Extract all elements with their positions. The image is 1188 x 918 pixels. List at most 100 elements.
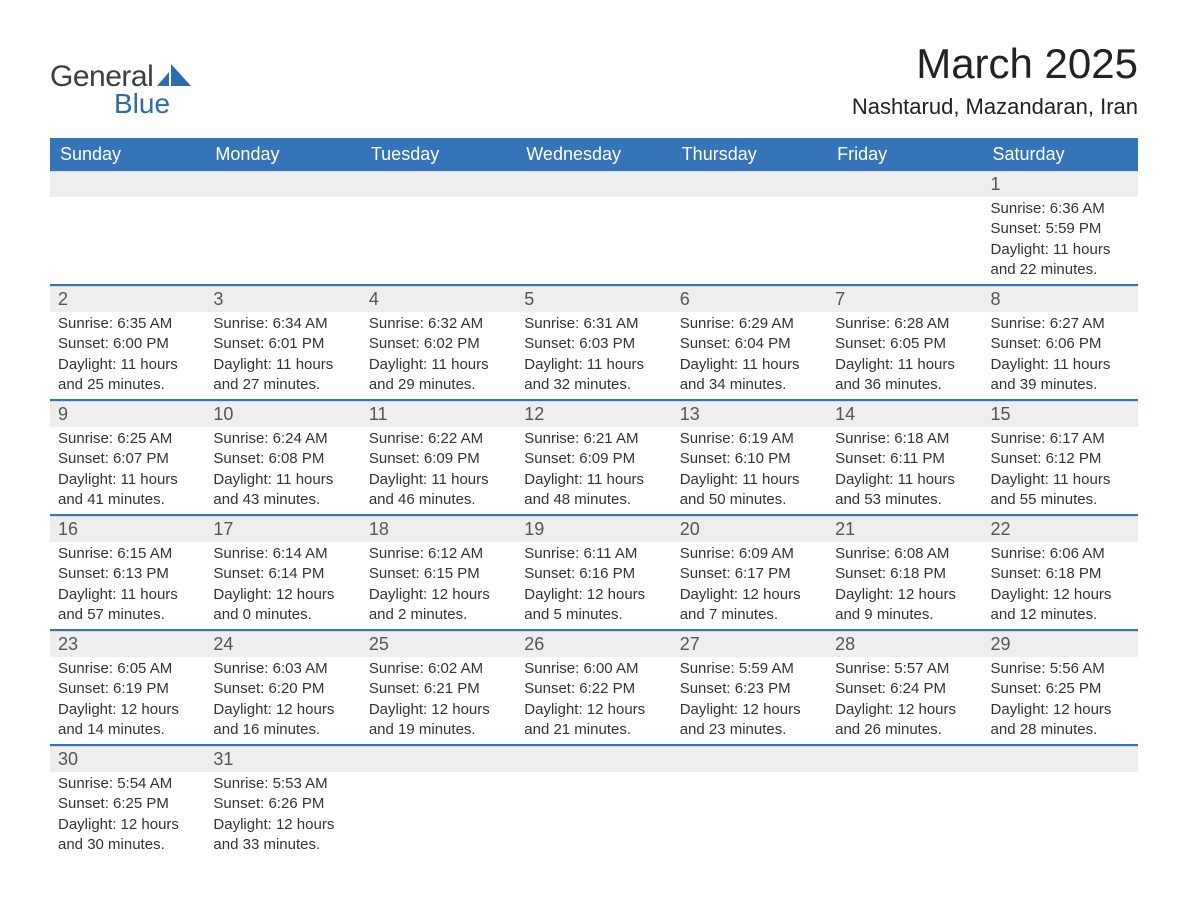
day-body bbox=[827, 197, 982, 269]
day-number: 1 bbox=[983, 171, 1138, 197]
sunrise-line: Sunrise: 6:12 AM bbox=[369, 544, 508, 564]
sail-icon bbox=[157, 64, 191, 91]
day-header: Sunday bbox=[50, 138, 205, 171]
page-subtitle: Nashtarud, Mazandaran, Iran bbox=[852, 94, 1138, 120]
daylight-line-2: and 25 minutes. bbox=[58, 375, 197, 395]
day-header: Wednesday bbox=[516, 138, 671, 171]
day-body: Sunrise: 6:35 AMSunset: 6:00 PMDaylight:… bbox=[50, 312, 205, 399]
daylight-line-2: and 7 minutes. bbox=[680, 605, 819, 625]
calendar-cell: 26Sunrise: 6:00 AMSunset: 6:22 PMDayligh… bbox=[516, 630, 671, 745]
daylight-line-1: Daylight: 12 hours bbox=[680, 700, 819, 720]
calendar-cell: 30Sunrise: 5:54 AMSunset: 6:25 PMDayligh… bbox=[50, 745, 205, 859]
sunset-line: Sunset: 6:15 PM bbox=[369, 564, 508, 584]
calendar-table: SundayMondayTuesdayWednesdayThursdayFrid… bbox=[50, 138, 1138, 859]
daylight-line-1: Daylight: 11 hours bbox=[369, 355, 508, 375]
sunset-line: Sunset: 6:24 PM bbox=[835, 679, 974, 699]
sunrise-line: Sunrise: 6:17 AM bbox=[991, 429, 1130, 449]
sunset-line: Sunset: 6:12 PM bbox=[991, 449, 1130, 469]
daylight-line-2: and 34 minutes. bbox=[680, 375, 819, 395]
sunset-line: Sunset: 5:59 PM bbox=[991, 219, 1130, 239]
day-body bbox=[50, 197, 205, 269]
calendar-cell: 27Sunrise: 5:59 AMSunset: 6:23 PMDayligh… bbox=[672, 630, 827, 745]
calendar-cell bbox=[516, 745, 671, 859]
day-body: Sunrise: 6:08 AMSunset: 6:18 PMDaylight:… bbox=[827, 542, 982, 629]
daylight-line-2: and 22 minutes. bbox=[991, 260, 1130, 280]
calendar-cell bbox=[361, 745, 516, 859]
calendar-cell: 11Sunrise: 6:22 AMSunset: 6:09 PMDayligh… bbox=[361, 400, 516, 515]
day-body: Sunrise: 5:53 AMSunset: 6:26 PMDaylight:… bbox=[205, 772, 360, 859]
daylight-line-1: Daylight: 11 hours bbox=[991, 470, 1130, 490]
daylight-line-2: and 30 minutes. bbox=[58, 835, 197, 855]
day-header-row: SundayMondayTuesdayWednesdayThursdayFrid… bbox=[50, 138, 1138, 171]
day-number: 4 bbox=[361, 286, 516, 312]
day-number bbox=[672, 746, 827, 772]
sunrise-line: Sunrise: 6:06 AM bbox=[991, 544, 1130, 564]
sunset-line: Sunset: 6:07 PM bbox=[58, 449, 197, 469]
sunset-line: Sunset: 6:14 PM bbox=[213, 564, 352, 584]
calendar-cell bbox=[827, 745, 982, 859]
sunset-line: Sunset: 6:25 PM bbox=[991, 679, 1130, 699]
sunrise-line: Sunrise: 6:00 AM bbox=[524, 659, 663, 679]
calendar-week: 30Sunrise: 5:54 AMSunset: 6:25 PMDayligh… bbox=[50, 745, 1138, 859]
sunset-line: Sunset: 6:20 PM bbox=[213, 679, 352, 699]
day-body bbox=[672, 772, 827, 844]
calendar-cell bbox=[50, 171, 205, 285]
sunset-line: Sunset: 6:17 PM bbox=[680, 564, 819, 584]
daylight-line-1: Daylight: 11 hours bbox=[213, 355, 352, 375]
day-body: Sunrise: 6:34 AMSunset: 6:01 PMDaylight:… bbox=[205, 312, 360, 399]
daylight-line-1: Daylight: 12 hours bbox=[835, 700, 974, 720]
daylight-line-1: Daylight: 11 hours bbox=[58, 470, 197, 490]
daylight-line-2: and 33 minutes. bbox=[213, 835, 352, 855]
sunset-line: Sunset: 6:13 PM bbox=[58, 564, 197, 584]
day-body: Sunrise: 6:27 AMSunset: 6:06 PMDaylight:… bbox=[983, 312, 1138, 399]
calendar-cell: 28Sunrise: 5:57 AMSunset: 6:24 PMDayligh… bbox=[827, 630, 982, 745]
daylight-line-2: and 46 minutes. bbox=[369, 490, 508, 510]
day-number bbox=[827, 171, 982, 197]
day-number: 3 bbox=[205, 286, 360, 312]
day-number: 10 bbox=[205, 401, 360, 427]
sunrise-line: Sunrise: 6:02 AM bbox=[369, 659, 508, 679]
calendar-week: 1Sunrise: 6:36 AMSunset: 5:59 PMDaylight… bbox=[50, 171, 1138, 285]
daylight-line-2: and 16 minutes. bbox=[213, 720, 352, 740]
day-body bbox=[205, 197, 360, 269]
daylight-line-1: Daylight: 12 hours bbox=[835, 585, 974, 605]
day-number: 22 bbox=[983, 516, 1138, 542]
daylight-line-2: and 43 minutes. bbox=[213, 490, 352, 510]
sunset-line: Sunset: 6:11 PM bbox=[835, 449, 974, 469]
calendar-cell: 15Sunrise: 6:17 AMSunset: 6:12 PMDayligh… bbox=[983, 400, 1138, 515]
day-number bbox=[672, 171, 827, 197]
sunset-line: Sunset: 6:23 PM bbox=[680, 679, 819, 699]
sunrise-line: Sunrise: 6:19 AM bbox=[680, 429, 819, 449]
daylight-line-2: and 26 minutes. bbox=[835, 720, 974, 740]
daylight-line-2: and 53 minutes. bbox=[835, 490, 974, 510]
daylight-line-2: and 39 minutes. bbox=[991, 375, 1130, 395]
sunrise-line: Sunrise: 6:05 AM bbox=[58, 659, 197, 679]
sunrise-line: Sunrise: 6:34 AM bbox=[213, 314, 352, 334]
calendar-cell bbox=[516, 171, 671, 285]
daylight-line-2: and 57 minutes. bbox=[58, 605, 197, 625]
calendar-cell: 29Sunrise: 5:56 AMSunset: 6:25 PMDayligh… bbox=[983, 630, 1138, 745]
day-body: Sunrise: 6:09 AMSunset: 6:17 PMDaylight:… bbox=[672, 542, 827, 629]
sunrise-line: Sunrise: 6:09 AM bbox=[680, 544, 819, 564]
day-number: 31 bbox=[205, 746, 360, 772]
sunset-line: Sunset: 6:26 PM bbox=[213, 794, 352, 814]
sunrise-line: Sunrise: 5:59 AM bbox=[680, 659, 819, 679]
daylight-line-2: and 55 minutes. bbox=[991, 490, 1130, 510]
day-number: 2 bbox=[50, 286, 205, 312]
calendar-cell: 2Sunrise: 6:35 AMSunset: 6:00 PMDaylight… bbox=[50, 285, 205, 400]
calendar-cell: 13Sunrise: 6:19 AMSunset: 6:10 PMDayligh… bbox=[672, 400, 827, 515]
day-body: Sunrise: 5:57 AMSunset: 6:24 PMDaylight:… bbox=[827, 657, 982, 744]
day-number: 17 bbox=[205, 516, 360, 542]
day-number: 20 bbox=[672, 516, 827, 542]
daylight-line-1: Daylight: 11 hours bbox=[835, 355, 974, 375]
day-header: Friday bbox=[827, 138, 982, 171]
calendar-cell: 14Sunrise: 6:18 AMSunset: 6:11 PMDayligh… bbox=[827, 400, 982, 515]
day-body: Sunrise: 6:24 AMSunset: 6:08 PMDaylight:… bbox=[205, 427, 360, 514]
daylight-line-1: Daylight: 11 hours bbox=[680, 355, 819, 375]
day-body: Sunrise: 6:11 AMSunset: 6:16 PMDaylight:… bbox=[516, 542, 671, 629]
calendar-cell bbox=[827, 171, 982, 285]
calendar-cell: 31Sunrise: 5:53 AMSunset: 6:26 PMDayligh… bbox=[205, 745, 360, 859]
calendar-cell: 18Sunrise: 6:12 AMSunset: 6:15 PMDayligh… bbox=[361, 515, 516, 630]
day-body: Sunrise: 6:32 AMSunset: 6:02 PMDaylight:… bbox=[361, 312, 516, 399]
calendar-week: 16Sunrise: 6:15 AMSunset: 6:13 PMDayligh… bbox=[50, 515, 1138, 630]
